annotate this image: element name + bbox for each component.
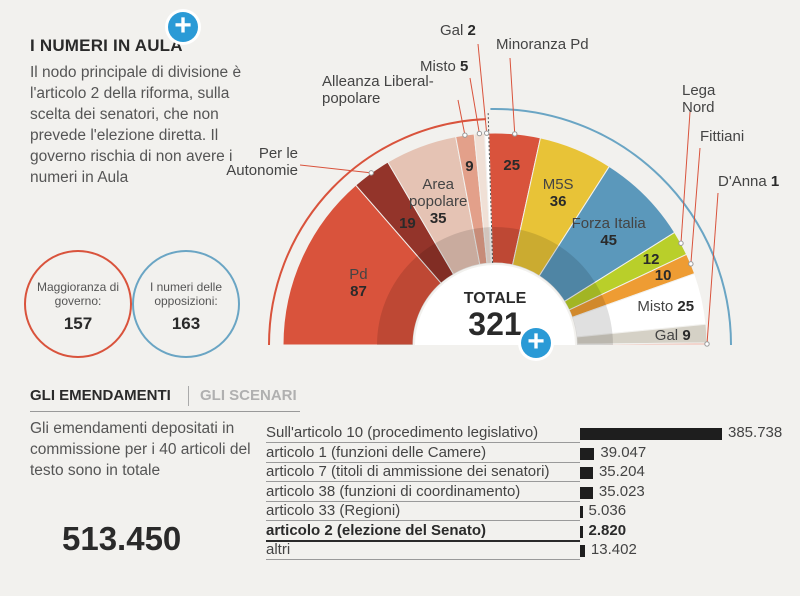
slice-label-misto-right: Misto 25 — [637, 298, 695, 316]
opposition-outer-arc — [490, 108, 732, 346]
slice-label-lega-nord: 12 — [642, 251, 660, 269]
bar-row-rule-5 — [266, 539, 580, 542]
section-rule — [30, 411, 300, 412]
total-label: TOTALE — [463, 290, 527, 307]
leader-minoranza-pd-dot — [512, 131, 518, 137]
bar-row-rule-2 — [266, 481, 580, 482]
leader-lega-nord — [680, 111, 691, 244]
label-alleanza: Alleanza Liberal-popolare — [322, 73, 434, 107]
intro-text: Il nodo principale di divisione è l'arti… — [30, 64, 242, 186]
leader-misto-left-dot — [476, 130, 483, 137]
leader-per-le-autonomie — [299, 164, 372, 174]
tab-scenari[interactable]: GLI SCENARI — [200, 387, 297, 404]
bar-label-0: Sull'articolo 10 (procedimento legislati… — [266, 424, 539, 441]
amendments-total: 513.450 — [62, 520, 182, 557]
slice-label-minoranza-pd: 25 — [503, 157, 521, 175]
bar-label-2: articolo 7 (titoli di ammissione dei sen… — [266, 463, 550, 480]
slice-label-alleanza: 9 — [465, 158, 474, 176]
leader-fittiani — [690, 147, 701, 264]
label-misto-left: Misto 5 — [420, 58, 469, 75]
bar-value-1: 39.047 — [600, 443, 647, 461]
label-lega-nord: Lega Nord — [682, 82, 716, 116]
majority-circle: Maggioranza di governo: 157 — [24, 250, 132, 358]
slice-pd — [282, 184, 442, 346]
bar-3 — [580, 486, 593, 499]
bar-row-rule-4 — [266, 520, 580, 521]
majority-label: Maggioranza di governo: — [36, 280, 120, 308]
bar-2 — [580, 467, 593, 479]
leader-danna-dot — [704, 341, 710, 347]
total-value: 321 — [468, 306, 522, 342]
majority-outer-arc — [268, 118, 487, 346]
bar-value-2: 35.204 — [598, 463, 645, 480]
bar-label-1: articolo 1 (funzioni delle Camere) — [266, 443, 487, 461]
leader-minoranza-pd — [509, 57, 516, 134]
bar-5 — [580, 525, 583, 538]
expand-plus-icon[interactable]: + — [168, 11, 198, 42]
bar-row-rule-3 — [266, 500, 580, 502]
opposition-label: I numeri delle opposizioni: — [149, 280, 223, 308]
inner-shade-ring — [377, 227, 613, 345]
majority-split-line — [487, 111, 494, 264]
leader-gal-left — [477, 43, 488, 134]
tab-emendamenti[interactable]: GLI EMENDAMENTI — [30, 387, 171, 404]
bar-6 — [580, 545, 585, 557]
label-danna: D'Anna 1 — [718, 173, 780, 190]
leader-lega-nord-dot — [678, 240, 684, 246]
leader-gal-left-dot — [483, 130, 490, 136]
bar-1 — [580, 447, 595, 460]
slice-label-m5s: M5S 36 — [542, 175, 574, 210]
label-per-le-autonomie: Per le Autonomie — [226, 145, 298, 179]
bar-value-3: 35.023 — [598, 482, 645, 500]
opposition-circle: I numeri delle opposizioni: 163 — [132, 250, 240, 358]
bar-value-0: 385.738 — [728, 424, 783, 441]
bar-label-5: articolo 2 (elezione del Senato) — [266, 521, 487, 539]
bar-label-3: articolo 38 (funzioni di coordinamento) — [266, 482, 521, 500]
leader-danna — [706, 192, 719, 344]
slice-label-fittiani: 10 — [654, 266, 672, 284]
opposition-value: 163 — [171, 314, 201, 333]
bar-row-rule-1 — [266, 461, 580, 463]
tab-divider — [188, 386, 189, 406]
bar-0 — [580, 428, 722, 440]
amendments-description: Gli emendamenti depositati in commission… — [30, 420, 251, 479]
leader-fittiani-dot — [688, 261, 694, 267]
page-title: I NUMERI IN AULA — [30, 36, 183, 55]
leader-alleanza — [457, 99, 466, 136]
majority-value: 157 — [63, 314, 93, 333]
expand-total-plus-icon[interactable]: + — [521, 327, 551, 358]
leader-misto-left — [469, 77, 480, 134]
slice-label-area-popolare: Area popolare 35 — [408, 176, 468, 228]
center-hub — [415, 265, 575, 345]
slice-label-gal-right: Gal 9 — [654, 326, 691, 344]
bar-label-4: articolo 33 (Regioni) — [266, 502, 401, 519]
slice-label-forza-italia: Forza Italia 45 — [571, 215, 646, 250]
bar-row-rule-6 — [266, 559, 580, 560]
label-minoranza-pd: Minoranza Pd — [496, 36, 589, 53]
bar-value-5: 2.820 — [588, 521, 627, 539]
bar-value-4: 5.036 — [588, 502, 627, 519]
bar-label-6: altri — [266, 541, 291, 558]
bar-value-6: 13.402 — [590, 541, 637, 558]
label-fittiani: Fittiani — [700, 128, 745, 145]
leader-alleanza-dot — [462, 132, 468, 138]
leader-per-le-autonomie-dot — [368, 170, 374, 176]
bar-row-rule-0 — [266, 442, 580, 443]
label-gal-left: Gal 2 — [440, 22, 476, 39]
slice-label-per-le-autonomie: 19 — [399, 214, 416, 232]
bar-4 — [580, 506, 583, 518]
slice-label-pd: Pd 87 — [349, 265, 368, 300]
